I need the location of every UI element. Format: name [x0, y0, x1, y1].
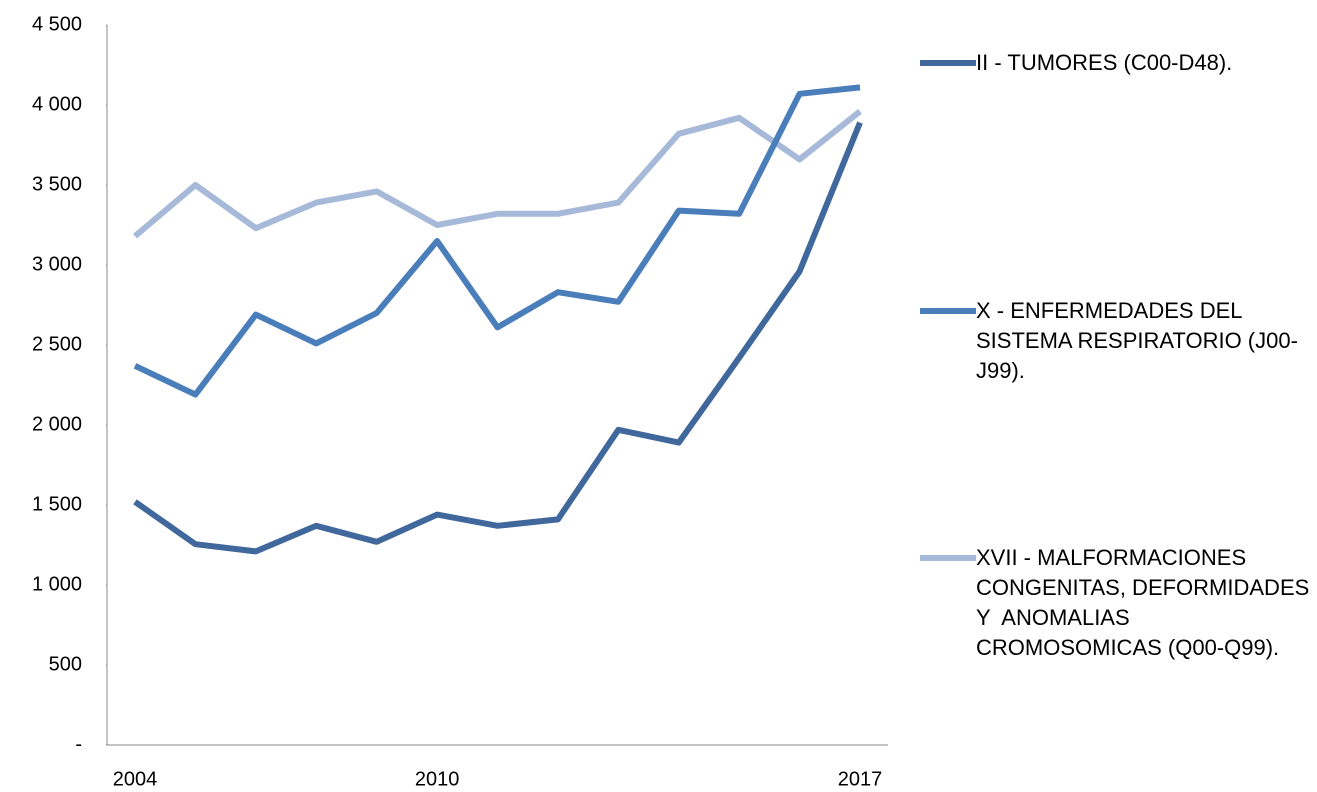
legend-label: XVII - MALFORMACIONES CONGENITAS, DEFORM…: [976, 545, 1316, 660]
y-tick-label: 1 000: [32, 573, 82, 595]
x-tick-label: 2017: [838, 768, 883, 790]
legend-label: II - TUMORES (C00-D48).: [976, 50, 1233, 75]
legend-swatch: [920, 308, 976, 314]
y-tick-label: 4 500: [32, 13, 82, 35]
y-tick-label: -: [75, 733, 82, 755]
legend-swatch: [920, 60, 976, 66]
legend-entry: XVII - MALFORMACIONES CONGENITAS, DEFORM…: [920, 543, 1315, 663]
y-tick-label: 4 000: [32, 93, 82, 115]
series-line: [133, 109, 862, 239]
legend-entry: X - ENFERMEDADES DEL SISTEMA RESPIRATORI…: [920, 296, 1315, 386]
y-tick-label: 2 000: [32, 413, 82, 435]
y-tick-label: 2 500: [32, 333, 82, 355]
x-tick-label: 2004: [113, 768, 158, 790]
x-tick-label: 2010: [415, 768, 460, 790]
y-tick-label: 3 500: [32, 173, 82, 195]
legend-entry: II - TUMORES (C00-D48).: [920, 48, 1315, 78]
legend-swatch: [920, 555, 976, 561]
series-line: [133, 121, 863, 555]
series-line: [133, 84, 861, 398]
legend-label: X - ENFERMEDADES DEL SISTEMA RESPIRATORI…: [976, 298, 1298, 383]
y-tick-label: 1 500: [32, 493, 82, 515]
y-tick-label: 3 000: [32, 253, 82, 275]
y-tick-label: 500: [49, 653, 82, 675]
